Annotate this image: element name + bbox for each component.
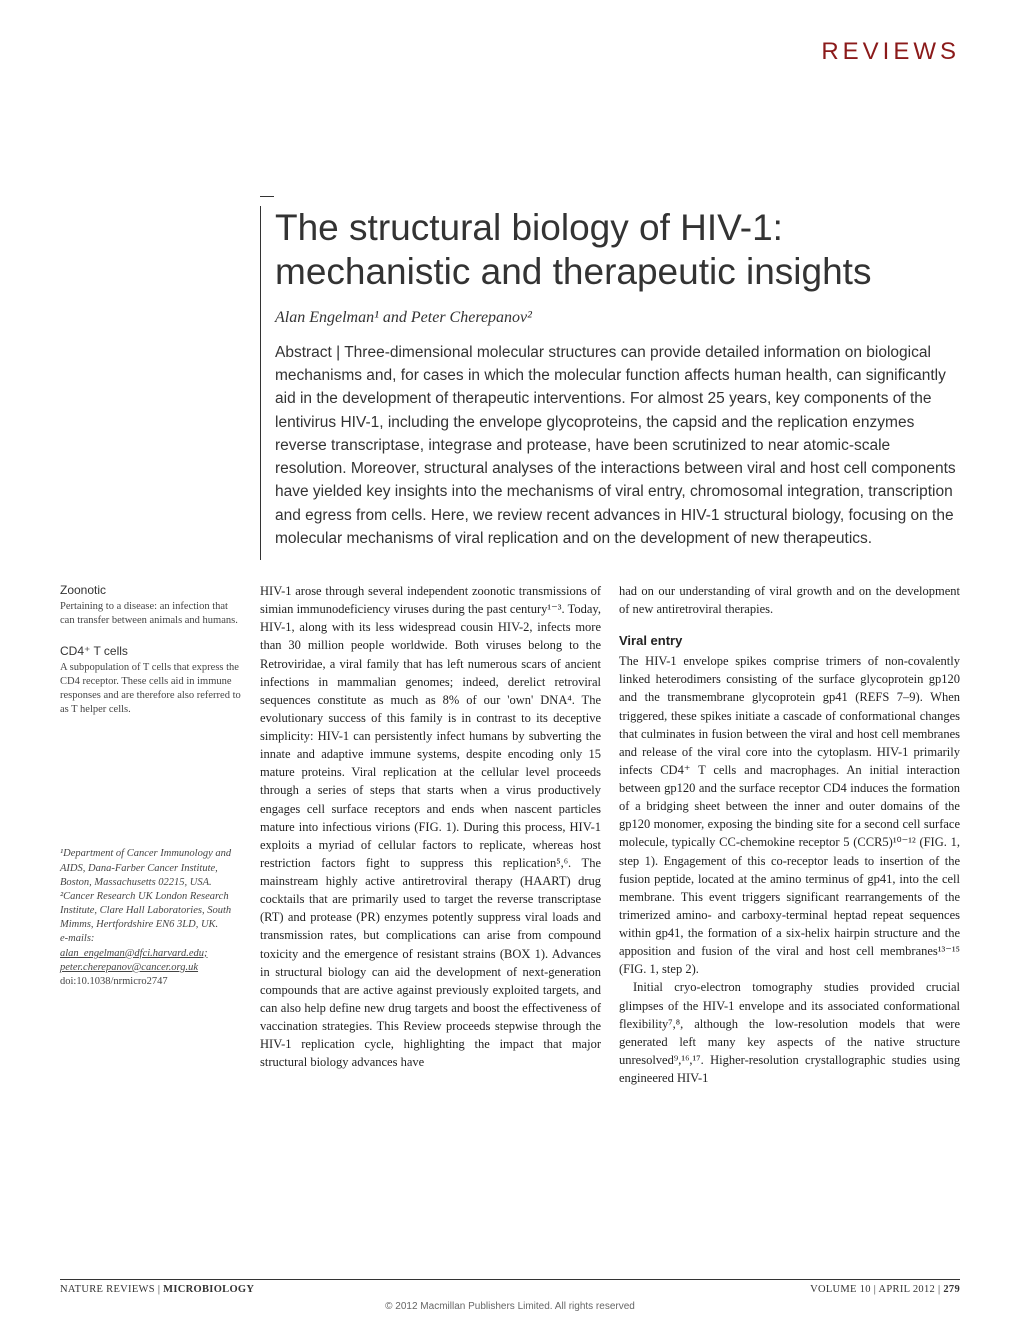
body-columns: HIV-1 arose through several independent … — [260, 582, 960, 1087]
footer-brand: NATURE REVIEWS — [60, 1284, 155, 1295]
glossary-definition: A subpopulation of T cells that express … — [60, 661, 242, 718]
email-link-2[interactable]: peter.cherepanov@cancer.org.uk — [60, 962, 198, 973]
glossary-term: CD4⁺ T cells — [60, 643, 242, 659]
section-header: REVIEWS — [60, 38, 960, 66]
page-footer: NATURE REVIEWS | MICROBIOLOGY VOLUME 10 … — [60, 1279, 960, 1312]
email-link-1[interactable]: alan_engelman@dfci.harvard.edu; — [60, 948, 208, 959]
body-paragraph: Initial cryo-electron tomography studies… — [619, 978, 960, 1087]
glossary-term: Zoonotic — [60, 582, 242, 598]
footer-volume: VOLUME 10 — [810, 1284, 871, 1295]
footer-rule — [60, 1279, 960, 1280]
glossary-entry: CD4⁺ T cells A subpopulation of T cells … — [60, 643, 242, 718]
footer-row: NATURE REVIEWS | MICROBIOLOGY VOLUME 10 … — [60, 1284, 960, 1295]
glossary-definition: Pertaining to a disease: an infection th… — [60, 600, 242, 628]
main-content: Zoonotic Pertaining to a disease: an inf… — [60, 582, 960, 1087]
section-heading: Viral entry — [619, 632, 960, 651]
glossary-entry: Zoonotic Pertaining to a disease: an inf… — [60, 582, 242, 629]
authors: Alan Engelman¹ and Peter Cherepanov² — [275, 309, 960, 327]
footer-left: NATURE REVIEWS | MICROBIOLOGY — [60, 1284, 254, 1295]
footer-date: APRIL 2012 — [879, 1284, 936, 1295]
article-title: The structural biology of HIV-1: mechani… — [275, 206, 960, 295]
footer-right: VOLUME 10 | APRIL 2012 | 279 — [810, 1284, 960, 1295]
column-1: HIV-1 arose through several independent … — [260, 582, 601, 1087]
affiliations: ¹Department of Cancer Immunology and AID… — [60, 847, 242, 989]
body-paragraph: had on our understanding of viral growth… — [619, 582, 960, 618]
abstract: Abstract | Three-dimensional molecular s… — [275, 341, 960, 550]
emails-label: e-mails: — [60, 933, 94, 944]
column-2: had on our understanding of viral growth… — [619, 582, 960, 1087]
doi: doi:10.1038/nrmicro2747 — [60, 975, 242, 989]
body-paragraph: HIV-1 arose through several independent … — [260, 582, 601, 1071]
copyright: © 2012 Macmillan Publishers Limited. All… — [60, 1301, 960, 1312]
affiliation-2: ²Cancer Research UK London Research Inst… — [60, 890, 242, 933]
page: REVIEWS The structural biology of HIV-1:… — [0, 0, 1020, 1340]
affiliation-1: ¹Department of Cancer Immunology and AID… — [60, 847, 242, 890]
footer-section: MICROBIOLOGY — [163, 1284, 254, 1295]
footer-page-number: 279 — [943, 1284, 960, 1295]
sidebar: Zoonotic Pertaining to a disease: an inf… — [60, 582, 242, 1087]
body-paragraph: The HIV-1 envelope spikes comprise trime… — [619, 652, 960, 978]
article-header-box: The structural biology of HIV-1: mechani… — [260, 206, 960, 560]
